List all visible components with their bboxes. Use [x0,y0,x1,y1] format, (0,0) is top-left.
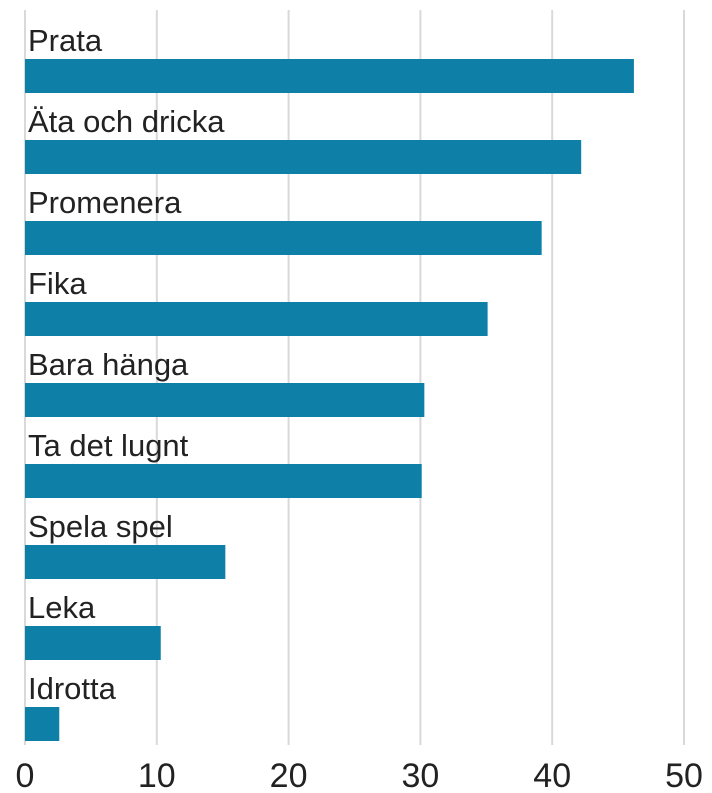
bar [25,545,226,579]
bar [25,221,542,255]
category-label: Prata [28,23,103,58]
category-label: Äta och dricka [28,104,225,139]
bar [25,59,634,93]
bar [25,626,161,660]
category-label: Idrotta [28,671,117,706]
category-label: Bara hänga [28,347,189,382]
x-tick-label: 30 [401,757,439,793]
x-tick-label: 10 [138,757,176,793]
x-tick-label: 40 [533,757,571,793]
x-tick-label: 0 [16,757,35,793]
bar [25,464,422,498]
category-label: Fika [28,266,87,301]
category-label: Ta det lugnt [28,428,189,463]
category-label: Leka [28,590,96,625]
bar [25,707,60,741]
bar [25,140,582,174]
bar [25,383,425,417]
x-tick-label: 50 [665,757,703,793]
bar [25,302,488,336]
x-tick-label: 20 [270,757,308,793]
category-label: Spela spel [28,509,173,544]
category-label: Promenera [28,185,182,220]
